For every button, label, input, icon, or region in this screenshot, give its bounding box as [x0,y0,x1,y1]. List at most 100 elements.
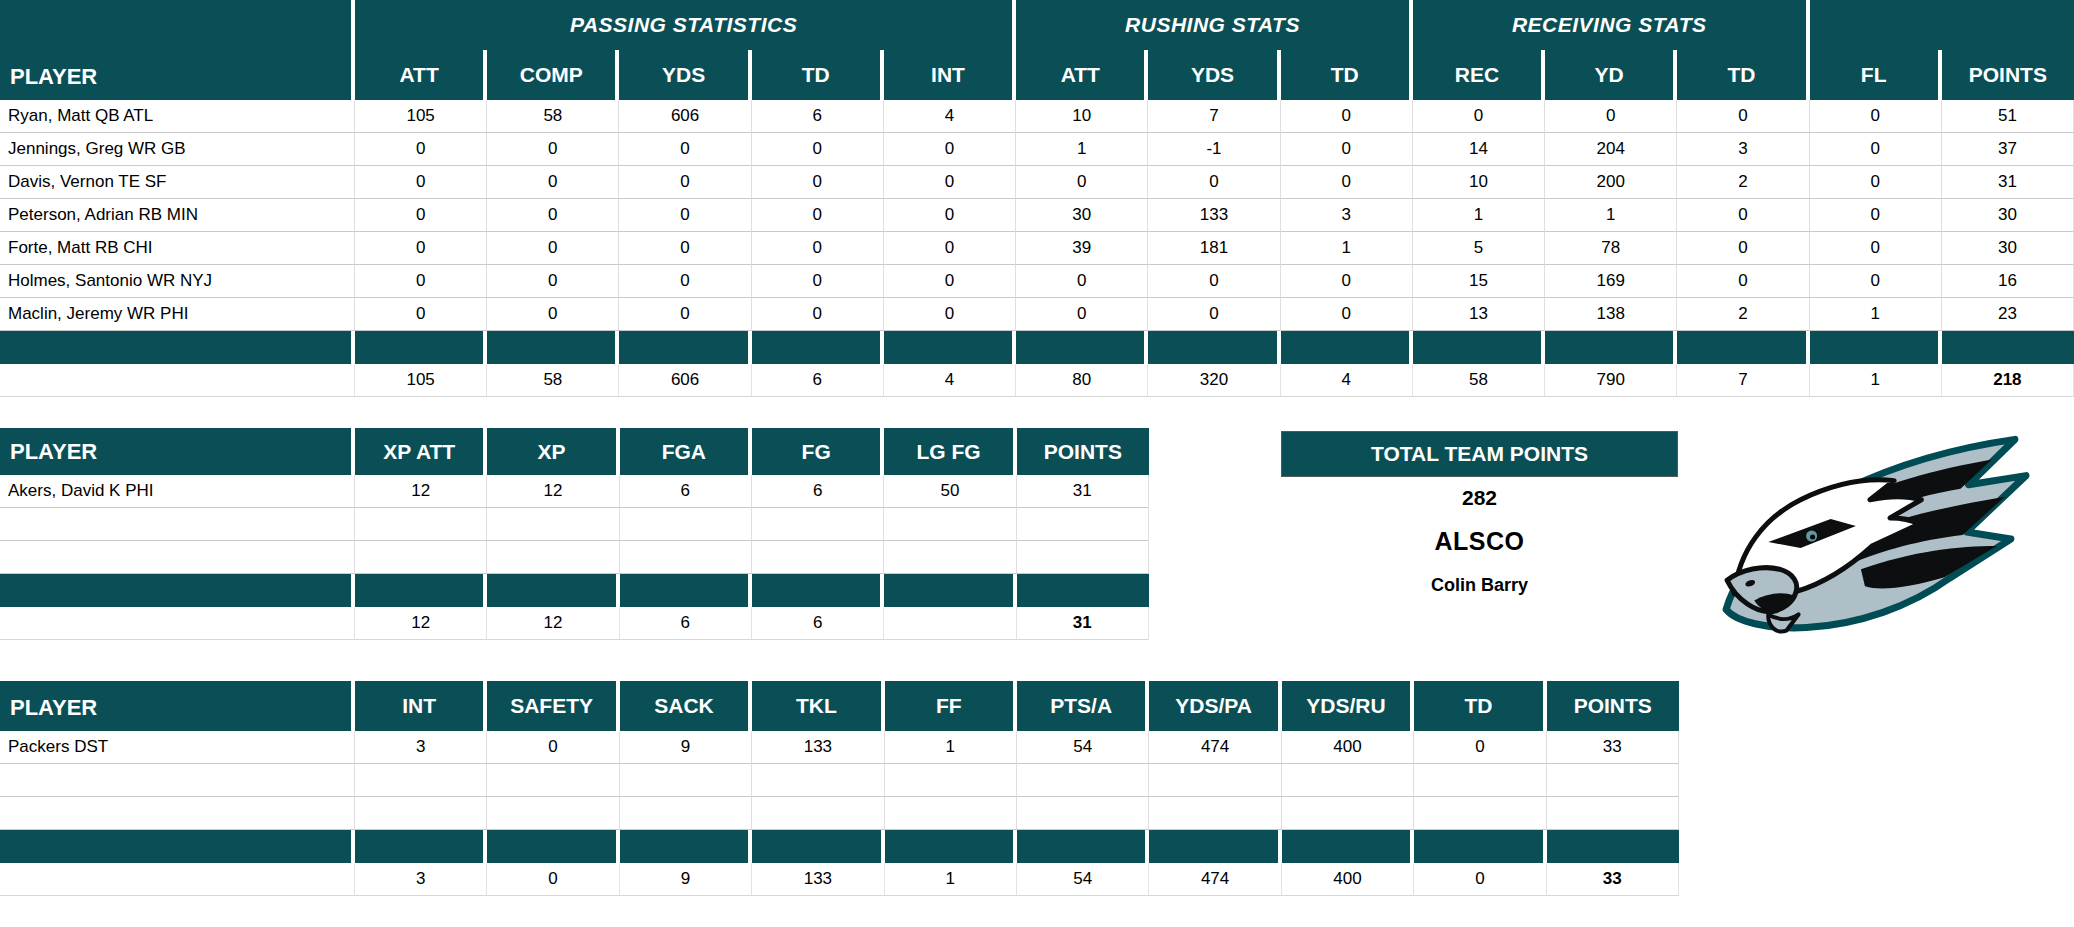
stat-cell[interactable]: 0 [1281,133,1413,166]
stat-cell[interactable]: 30 [1942,199,2074,232]
stat-cell[interactable]: 50 [884,475,1016,508]
stat-cell[interactable]: 0 [884,199,1016,232]
total-cell[interactable]: 0 [1414,863,1546,896]
total-cell[interactable]: 33 [1547,863,1679,896]
total-cell[interactable]: 105 [355,364,487,397]
stat-cell[interactable]: 0 [1413,100,1545,133]
total-cell[interactable]: 133 [752,863,884,896]
empty-stat-cell[interactable] [1017,764,1149,797]
stat-cell[interactable]: 0 [1148,166,1280,199]
stat-cell[interactable]: 0 [619,133,751,166]
stat-cell[interactable]: 0 [752,199,884,232]
total-cell[interactable]: 1 [885,863,1017,896]
stat-cell[interactable]: 1 [1545,199,1677,232]
empty-player-cell[interactable] [0,541,355,574]
empty-stat-cell[interactable] [884,508,1016,541]
stat-cell[interactable]: 9 [620,731,752,764]
empty-stat-cell[interactable] [885,764,1017,797]
stat-cell[interactable]: 133 [752,731,884,764]
stat-cell[interactable]: 0 [355,166,487,199]
stat-cell[interactable]: 474 [1149,731,1281,764]
empty-player-cell[interactable] [0,764,355,797]
player-cell[interactable]: Packers DST [0,731,355,764]
total-cell[interactable]: 9 [620,863,752,896]
empty-stat-cell[interactable] [620,508,752,541]
total-player-cell[interactable] [0,863,355,896]
total-cell[interactable]: 606 [619,364,751,397]
stat-cell[interactable]: 0 [1281,298,1413,331]
total-cell[interactable]: 31 [1017,607,1149,640]
stat-cell[interactable]: 3 [355,731,487,764]
stat-cell[interactable]: 0 [1677,199,1809,232]
stat-cell[interactable]: 7 [1148,100,1280,133]
stat-cell[interactable]: 0 [884,232,1016,265]
empty-stat-cell[interactable] [1149,764,1281,797]
empty-stat-cell[interactable] [1017,508,1149,541]
stat-cell[interactable]: 0 [1281,100,1413,133]
total-team-points-value[interactable]: 282 [1281,486,1678,510]
player-cell[interactable]: Maclin, Jeremy WR PHI [0,298,355,331]
stat-cell[interactable]: 0 [355,265,487,298]
stat-cell[interactable]: 12 [487,475,619,508]
empty-stat-cell[interactable] [1547,797,1679,830]
stat-cell[interactable]: 58 [487,100,619,133]
stat-cell[interactable]: 0 [619,199,751,232]
total-cell[interactable]: 320 [1148,364,1280,397]
stat-cell[interactable]: 169 [1545,265,1677,298]
stat-cell[interactable]: 0 [752,298,884,331]
stat-cell[interactable]: 39 [1016,232,1148,265]
stat-cell[interactable]: 0 [1810,166,1942,199]
total-cell[interactable]: 58 [1413,364,1545,397]
stat-cell[interactable]: 0 [752,166,884,199]
stat-cell[interactable]: -1 [1148,133,1280,166]
stat-cell[interactable]: 0 [619,232,751,265]
empty-stat-cell[interactable] [620,764,752,797]
stat-cell[interactable]: 1 [1016,133,1148,166]
stat-cell[interactable]: 4 [884,100,1016,133]
player-cell[interactable]: Davis, Vernon TE SF [0,166,355,199]
player-cell[interactable]: Akers, David K PHI [0,475,355,508]
total-cell[interactable]: 12 [487,607,619,640]
stat-cell[interactable]: 0 [1148,298,1280,331]
total-cell[interactable]: 3 [355,863,487,896]
stat-cell[interactable]: 0 [487,298,619,331]
stat-cell[interactable]: 0 [1281,265,1413,298]
total-player-cell[interactable] [0,607,355,640]
stat-cell[interactable]: 0 [487,199,619,232]
total-cell[interactable]: 1 [1810,364,1942,397]
stat-cell[interactable]: 78 [1545,232,1677,265]
total-cell[interactable]: 6 [752,607,884,640]
stat-cell[interactable]: 200 [1545,166,1677,199]
total-cell[interactable]: 0 [487,863,619,896]
stat-cell[interactable]: 12 [355,475,487,508]
stat-cell[interactable]: 0 [884,298,1016,331]
total-cell[interactable]: 218 [1942,364,2074,397]
total-cell[interactable]: 80 [1016,364,1148,397]
empty-stat-cell[interactable] [487,764,619,797]
stat-cell[interactable]: 133 [1148,199,1280,232]
stat-cell[interactable]: 0 [752,265,884,298]
stat-cell[interactable]: 105 [355,100,487,133]
stat-cell[interactable]: 1 [885,731,1017,764]
empty-stat-cell[interactable] [1414,764,1546,797]
stat-cell[interactable]: 0 [1810,265,1942,298]
player-cell[interactable]: Jennings, Greg WR GB [0,133,355,166]
stat-cell[interactable]: 51 [1942,100,2074,133]
stat-cell[interactable]: 15 [1413,265,1545,298]
total-cell[interactable]: 6 [752,364,884,397]
stat-cell[interactable]: 0 [619,166,751,199]
empty-stat-cell[interactable] [620,541,752,574]
stat-cell[interactable]: 0 [1677,100,1809,133]
stat-cell[interactable]: 5 [1413,232,1545,265]
stat-cell[interactable]: 10 [1016,100,1148,133]
stat-cell[interactable]: 13 [1413,298,1545,331]
stat-cell[interactable]: 37 [1942,133,2074,166]
stat-cell[interactable]: 181 [1148,232,1280,265]
stat-cell[interactable]: 10 [1413,166,1545,199]
stat-cell[interactable]: 0 [619,265,751,298]
stat-cell[interactable]: 6 [752,100,884,133]
stat-cell[interactable]: 0 [1677,232,1809,265]
empty-stat-cell[interactable] [1547,764,1679,797]
total-cell[interactable]: 474 [1149,863,1281,896]
total-cell[interactable]: 4 [884,364,1016,397]
